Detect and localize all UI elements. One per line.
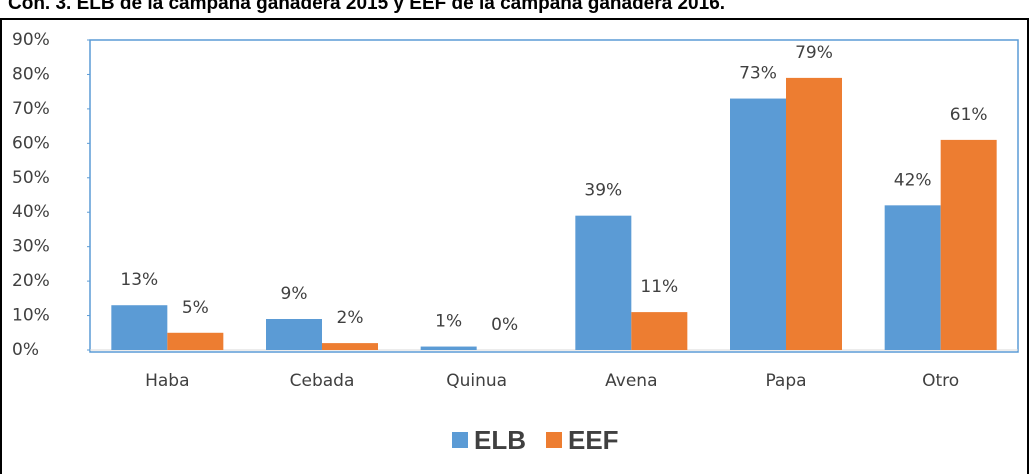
y-tick-label: 30% [12, 237, 50, 257]
data-label: 39% [584, 181, 622, 201]
y-tick-label: 70% [12, 99, 50, 119]
y-tick-label: 50% [12, 168, 50, 188]
bar [167, 332, 224, 350]
data-label: 42% [894, 170, 932, 190]
data-label: 11% [640, 277, 678, 297]
legend-label: ELB [474, 425, 526, 455]
data-label: 73% [739, 64, 777, 84]
legend-label: EEF [568, 425, 619, 455]
data-label: 61% [950, 105, 988, 125]
bar [631, 312, 688, 350]
y-tick-label: 80% [12, 64, 50, 84]
data-label: 5% [182, 298, 209, 318]
y-tick-label: 60% [12, 133, 50, 153]
bar [111, 305, 168, 350]
bar [322, 343, 378, 350]
x-tick-label: Quinua [446, 371, 507, 391]
data-label: 1% [435, 312, 462, 332]
data-label: 13% [120, 270, 158, 290]
data-label: 2% [337, 308, 364, 328]
x-tick-label: Cebada [290, 371, 355, 391]
bar [786, 77, 842, 350]
bar [884, 205, 941, 350]
data-label: 0% [491, 315, 518, 335]
frame [0, 18, 1029, 474]
y-tick-label: 10% [12, 306, 50, 326]
x-tick-label: Haba [145, 371, 189, 391]
y-tick-label: 20% [12, 271, 50, 291]
y-tick-label: 90% [12, 30, 50, 50]
bar [266, 319, 322, 350]
data-label: 79% [795, 43, 833, 63]
y-tick-label: 0% [12, 340, 39, 360]
bar [940, 139, 997, 350]
x-tick-label: Papa [765, 371, 806, 391]
legend-swatch [452, 432, 468, 448]
bar [730, 98, 786, 350]
bar [575, 215, 632, 350]
plot-border [89, 39, 1019, 353]
legend-swatch [546, 432, 562, 448]
chart-title: Con. 3. ELB de la campaña ganadera 2015 … [8, 0, 725, 14]
x-tick-label: Otro [922, 371, 959, 391]
data-label: 9% [281, 284, 308, 304]
x-tick-label: Avena [605, 371, 657, 391]
y-tick-label: 40% [12, 202, 50, 222]
bar [420, 346, 477, 350]
